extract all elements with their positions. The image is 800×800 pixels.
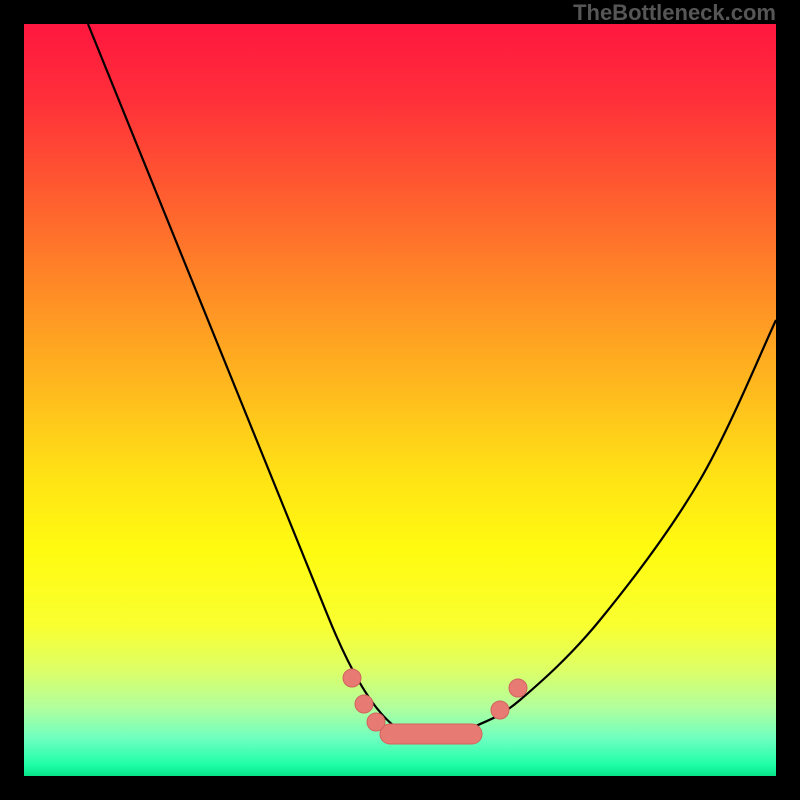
watermark-text: TheBottleneck.com: [573, 0, 776, 26]
left-curve: [88, 24, 408, 734]
marker-dot: [355, 695, 373, 713]
curve-overlay: [0, 0, 800, 800]
marker-dot: [491, 701, 509, 719]
right-curve: [452, 320, 776, 734]
marker-group: [343, 669, 527, 744]
marker-dot: [343, 669, 361, 687]
marker-dot: [509, 679, 527, 697]
marker-dot: [367, 713, 385, 731]
marker-capsule: [380, 724, 482, 744]
chart-frame: TheBottleneck.com: [0, 0, 800, 800]
